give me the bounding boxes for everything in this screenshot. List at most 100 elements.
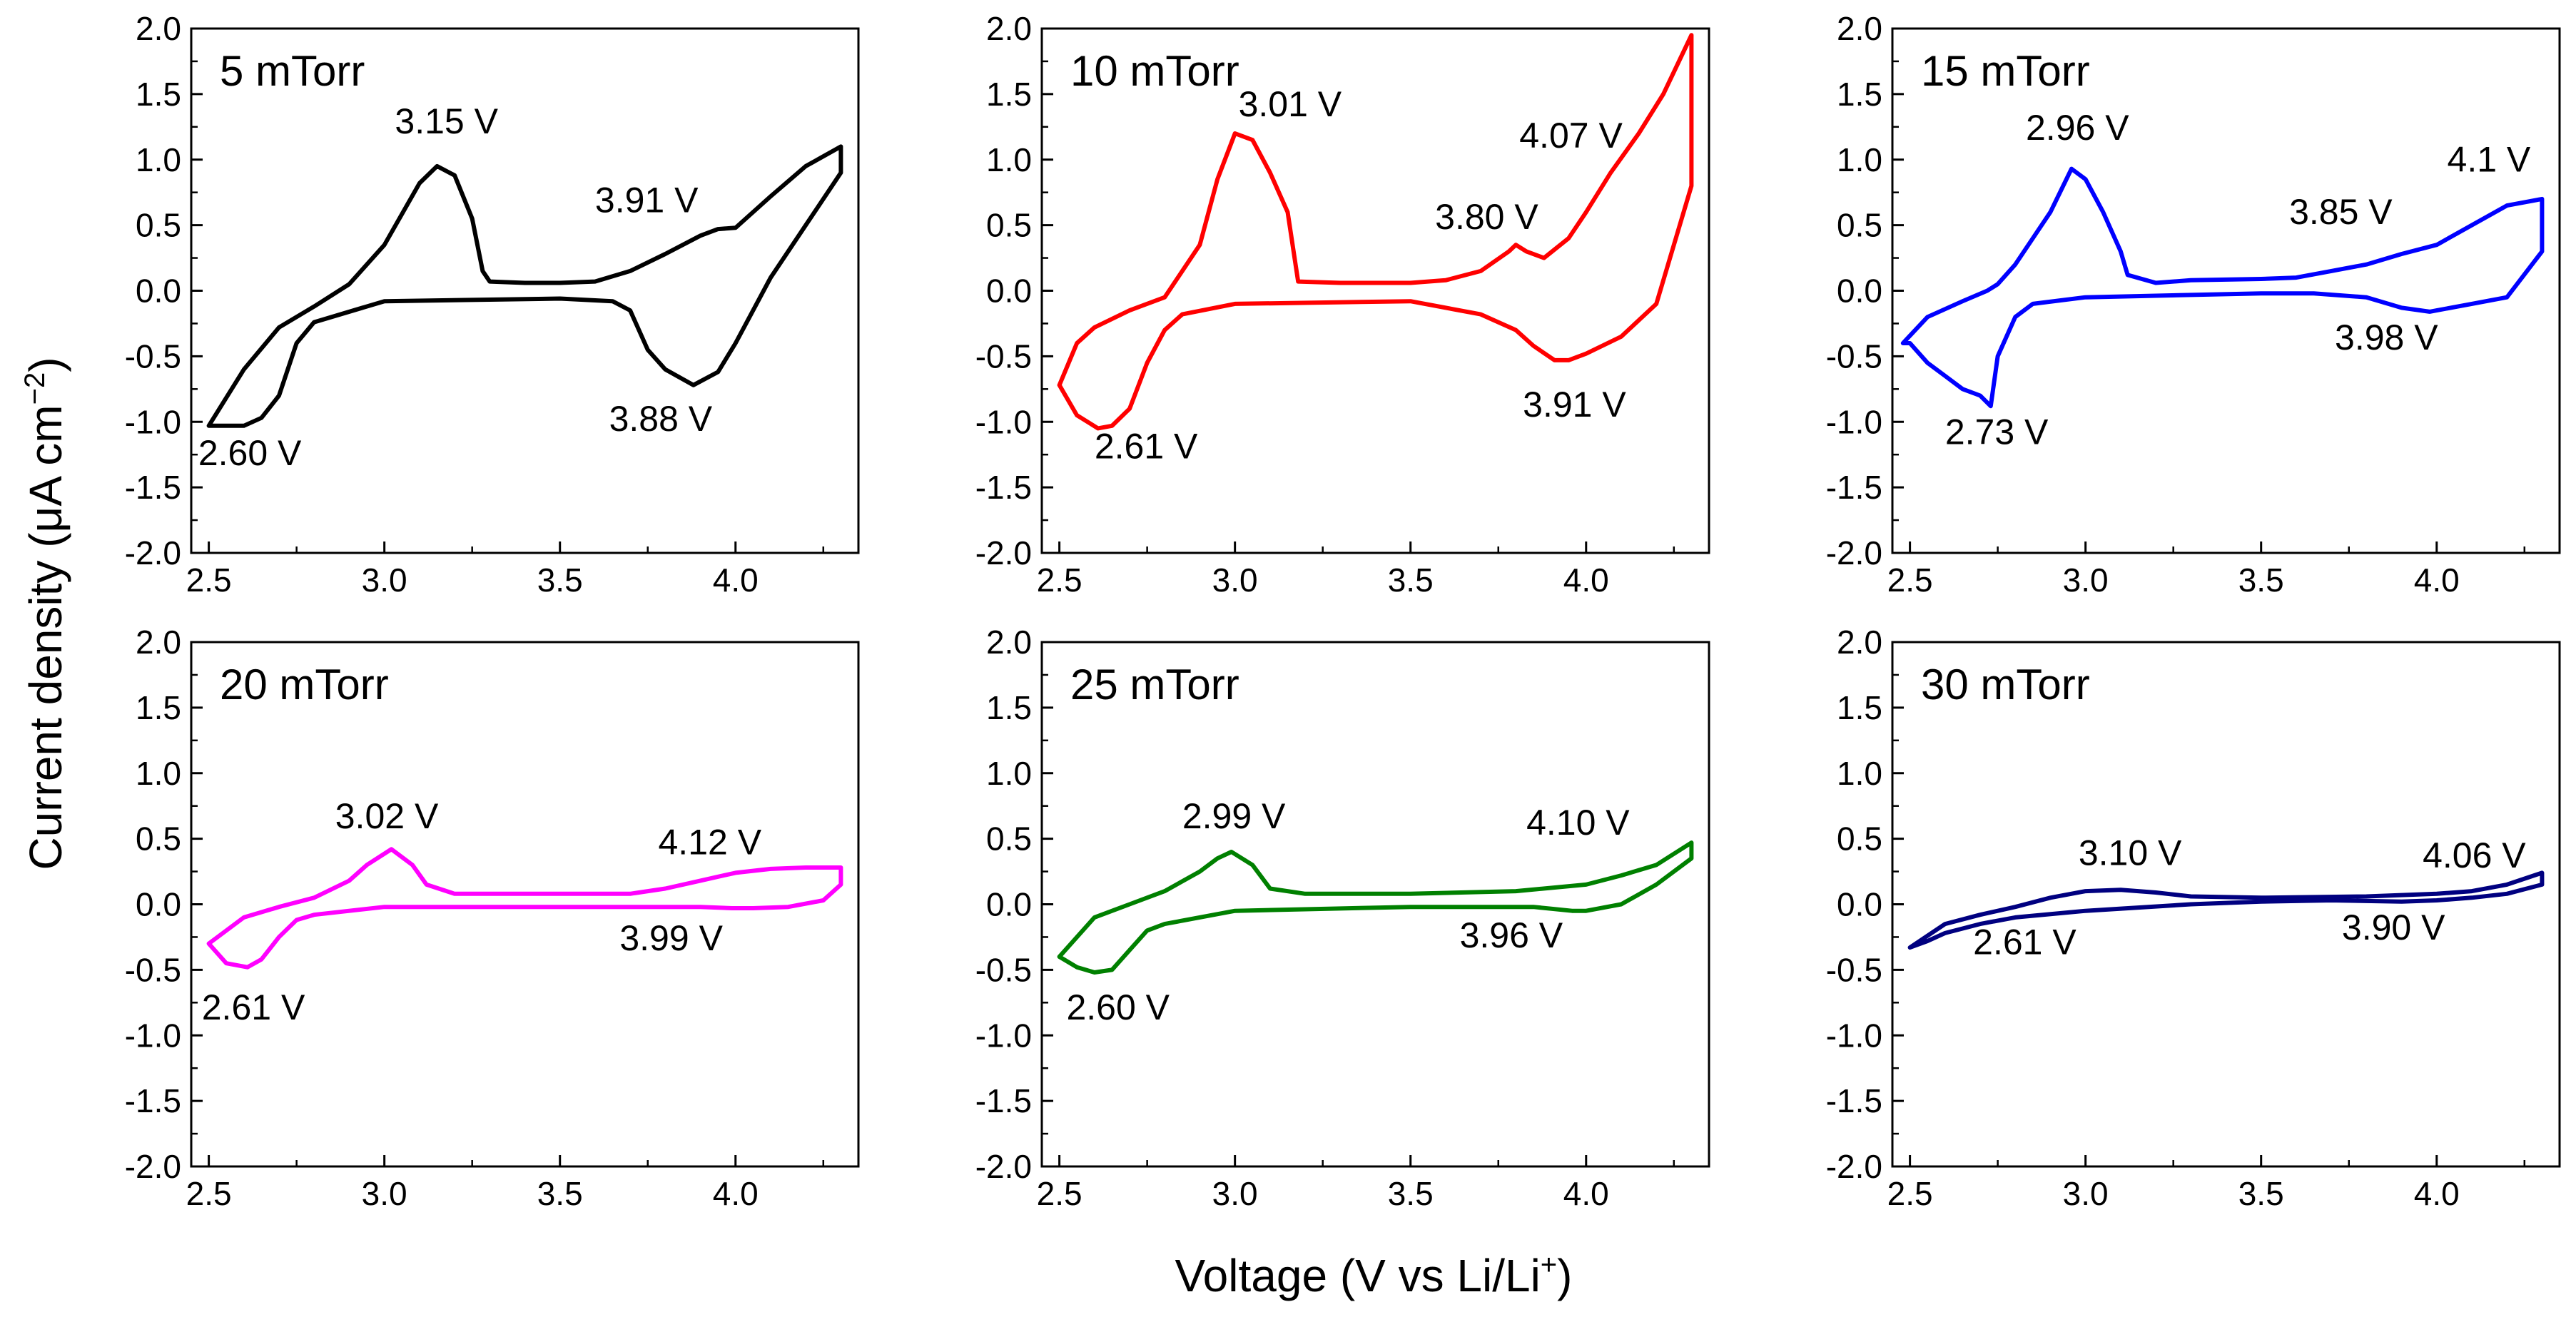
plot-frame: [1040, 27, 1710, 554]
y-tick-label: 0.0: [1837, 886, 1882, 923]
y-tick-label: -0.5: [125, 951, 181, 988]
y-tick-label: 0.0: [986, 273, 1032, 310]
y-tick-label: 0.5: [986, 207, 1032, 244]
y-tick-label: 1.0: [1837, 755, 1882, 792]
peak-annotation: 3.80 V: [1435, 197, 1538, 237]
y-tick-label: -2.0: [1826, 1148, 1882, 1185]
peak-annotation: 3.88 V: [609, 399, 713, 439]
y-tick-label: -1.5: [125, 469, 181, 506]
peak-annotation: 3.90 V: [2342, 907, 2445, 947]
y-axis-title-unit: A cm: [20, 405, 71, 506]
peak-annotation: 3.10 V: [2079, 833, 2182, 873]
y-axis-title-close: ): [20, 357, 71, 372]
x-tick-label: 3.5: [537, 1175, 583, 1212]
y-tick-label: 0.0: [1837, 273, 1882, 310]
peak-annotation: 2.73 V: [1945, 412, 2049, 452]
x-tick-label: 3.0: [362, 1175, 407, 1212]
x-tick-label: 3.5: [1388, 1175, 1434, 1212]
chart-panel: 2.0 1.5 1.0 0.5 0.0 -0.5 -1.0 -1.5 -2.02.5 3.0 3.5…: [975, 10, 1710, 599]
x-axis-title-sup: +: [1541, 1249, 1557, 1281]
y-tick-label: -0.5: [125, 337, 181, 375]
y-tick-label: -2.0: [975, 1148, 1032, 1185]
peak-annotation: 2.60 V: [1066, 987, 1170, 1027]
y-tick-label: 0.0: [136, 886, 181, 923]
chart-panel: 2.0 1.5 1.0 0.5 0.0 -0.5 -1.0 -1.5 -2.02.5 3.0 3.5…: [975, 624, 1710, 1212]
peak-annotation: 2.60 V: [198, 433, 302, 473]
y-tick-label: -2.0: [1826, 534, 1882, 571]
x-axis-title: Voltage (V vs Li/Li+): [1175, 1249, 1573, 1301]
cv-curve: [206, 847, 843, 970]
y-tick-label: 2.0: [986, 624, 1032, 661]
peak-annotation: 3.01 V: [1239, 84, 1342, 124]
y-tick-label: 2.0: [136, 10, 181, 47]
y-tick-label: -2.0: [125, 1148, 181, 1185]
y-tick-label: -2.0: [975, 534, 1032, 571]
x-tick-label: 2.5: [1887, 561, 1933, 599]
y-tick-label: 1.0: [986, 141, 1032, 178]
x-tick-label: 2.5: [1887, 1175, 1933, 1212]
chart-panel: 2.0 1.5 1.0 0.5 0.0 -0.5 -1.0 -1.5 -2.02.5 3.0 3.5…: [1826, 624, 2561, 1212]
y-tick-label: 2.0: [1837, 10, 1882, 47]
y-tick-label: 1.0: [986, 755, 1032, 792]
peak-annotation: 2.61 V: [1973, 922, 2076, 962]
panels: 2.01.51.00.50.0-0.5-1.0-1.5-2.02.5 3.0 3.5…: [125, 10, 2561, 1212]
peak-annotation: 2.99 V: [1182, 796, 1286, 836]
y-tick-label: 1.0: [1837, 141, 1882, 178]
y-tick-label: 0.5: [136, 207, 181, 244]
peak-annotation: 2.61 V: [1095, 427, 1198, 467]
peak-annotation: 3.91 V: [1523, 385, 1626, 424]
y-tick-label: 2.0: [136, 624, 181, 661]
y-tick-label: -1.0: [1826, 1017, 1882, 1054]
panel-title: 25 mTorr: [1070, 661, 1239, 708]
cv-curve: [206, 144, 843, 428]
y-tick-label: 0.0: [986, 886, 1032, 923]
peak-annotation: 3.85 V: [2289, 192, 2393, 232]
x-tick-label: 3.0: [362, 561, 407, 599]
x-tick-label: 3.5: [2238, 1175, 2284, 1212]
x-tick-label: 4.0: [1563, 1175, 1609, 1212]
x-tick-label: 3.5: [537, 561, 583, 599]
y-tick-label: -1.0: [975, 403, 1032, 440]
y-tick-label: -1.5: [1826, 469, 1882, 506]
x-tick-label: 4.0: [2414, 561, 2460, 599]
y-tick-label: -1.5: [1826, 1082, 1882, 1119]
chart-panel: 2.0 1.5 1.0 0.5 0.0 -0.5 -1.0 -1.5 -2.02.5 3.0 3.5…: [1826, 10, 2561, 599]
y-tick-label: 2.0: [986, 10, 1032, 47]
peak-annotation: 3.99 V: [619, 918, 723, 958]
x-tick-label: 4.0: [1563, 561, 1609, 599]
chart-panel: 2.0 1.5 1.0 0.5 0.0 -0.5 -1.0 -1.5 -2.02.5 3.0 3.5…: [125, 624, 860, 1212]
peak-annotation: 2.96 V: [2026, 108, 2129, 148]
y-tick-label: 1.5: [986, 76, 1032, 113]
y-tick-label: 1.0: [136, 755, 181, 792]
y-tick-label: 1.5: [136, 76, 181, 113]
y-axis-title-exponent: −2: [19, 372, 51, 405]
y-tick-label: -0.5: [1826, 951, 1882, 988]
plot-frame: [190, 27, 860, 554]
y-tick-label: -1.5: [125, 1082, 181, 1119]
panel-title: 30 mTorr: [1921, 661, 2090, 708]
peak-annotation: 3.91 V: [595, 180, 699, 220]
peak-annotation: 3.02 V: [335, 796, 439, 836]
peak-annotation: 4.1 V: [2448, 139, 2531, 179]
y-tick-label: 0.5: [1837, 820, 1882, 858]
x-tick-label: 4.0: [713, 561, 759, 599]
y-tick-label: 1.5: [1837, 689, 1882, 726]
y-tick-label: -1.0: [125, 403, 181, 440]
y-tick-label: -0.5: [975, 337, 1032, 375]
y-axis-title: Current density (μA cm−2): [19, 357, 71, 870]
y-tick-label: 1.5: [986, 689, 1032, 726]
peak-annotation: 4.07 V: [1519, 116, 1623, 156]
y-tick-label: -1.0: [125, 1017, 181, 1054]
plot-frame: [1891, 27, 2561, 554]
y-axis-title-mu: μ: [20, 507, 71, 533]
y-tick-label: -1.0: [1826, 403, 1882, 440]
x-tick-label: 2.5: [1037, 561, 1082, 599]
panel-title: 10 mTorr: [1070, 47, 1239, 95]
y-tick-label: 1.5: [136, 689, 181, 726]
chart-panel: 2.0 1.5 1.0 0.5 0.0 -0.5 -1.0 -1.5 -2.02.5 3.0 3.5…: [125, 10, 860, 599]
x-tick-label: 3.0: [1212, 561, 1258, 599]
peak-annotation: 4.10 V: [1526, 803, 1630, 843]
plot-frame: [1040, 641, 1710, 1168]
panel-title: 15 mTorr: [1921, 47, 2090, 95]
